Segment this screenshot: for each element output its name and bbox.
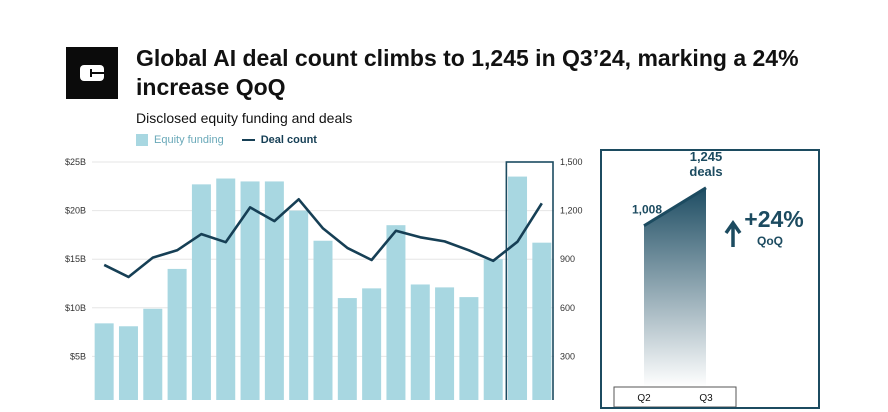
equity-bar [240, 181, 260, 400]
equity-bar [483, 259, 503, 400]
equity-bar [94, 323, 114, 400]
page-title: Global AI deal count climbs to 1,245 in … [136, 45, 799, 100]
q2-value-label: 1,008 [632, 203, 662, 217]
y-right-tick-label: 900 [560, 254, 575, 264]
y-right-tick-label: 300 [560, 351, 575, 361]
category-label-q3: Q3 [699, 393, 713, 404]
equity-bar [216, 178, 236, 400]
y-left-tick-label: $25B [65, 157, 86, 167]
change-sub-label: QoQ [757, 234, 783, 248]
legend-label-equity: Equity funding [154, 134, 224, 146]
y-right-tick-label: 1,500 [560, 157, 583, 167]
deal-count-line [103, 198, 543, 279]
chart-subtitle: Disclosed equity funding and deals [136, 110, 353, 126]
legend-label-deals: Deal count [260, 134, 317, 146]
equity-bar [508, 176, 528, 400]
y-left-tick-label: $5B [70, 351, 86, 361]
equity-bar [386, 225, 406, 400]
equity-bar [167, 268, 187, 400]
equity-bar [362, 288, 382, 400]
y-left-tick-label: $20B [65, 206, 86, 216]
equity-bar [289, 210, 309, 400]
y-left-tick-label: $15B [65, 254, 86, 264]
equity-bar [337, 298, 357, 400]
equity-bar [410, 284, 430, 400]
qoq-line [643, 186, 707, 227]
q3-value-label: 1,245 [690, 151, 723, 164]
equity-bar [143, 308, 163, 400]
legend-swatch-equity [136, 134, 148, 146]
equity-bar [191, 184, 211, 400]
y-right-tick-label: 600 [560, 303, 575, 313]
main-chart: $25B $20B $15B $10B $5B 1,500 1,200 900 600 300 [65, 157, 583, 400]
latest-period-highlight [505, 161, 554, 400]
equity-bar [532, 242, 552, 400]
equity-bar [118, 326, 138, 400]
y-right-tick-label: 1,200 [560, 206, 583, 216]
y-left-tick-label: $10B [65, 303, 86, 313]
equity-bar [264, 181, 284, 400]
qoq-area [644, 187, 706, 387]
legend-swatch-deals [241, 139, 255, 141]
equity-bar [435, 287, 455, 400]
equity-bar [313, 240, 333, 400]
equity-bar [459, 297, 479, 400]
qoq-panel: 1,008 1,245 deals +24% QoQ Q2 Q3 [600, 149, 820, 409]
chart-legend: Equity funding Deal count [136, 134, 317, 146]
category-label-q2: Q2 [637, 393, 651, 404]
q3-value-sub-label: deals [689, 164, 722, 179]
change-percent-label: +24% [744, 206, 803, 232]
arrow-up-icon [724, 219, 742, 247]
category-axis [613, 386, 737, 408]
brand-logo [66, 47, 118, 99]
